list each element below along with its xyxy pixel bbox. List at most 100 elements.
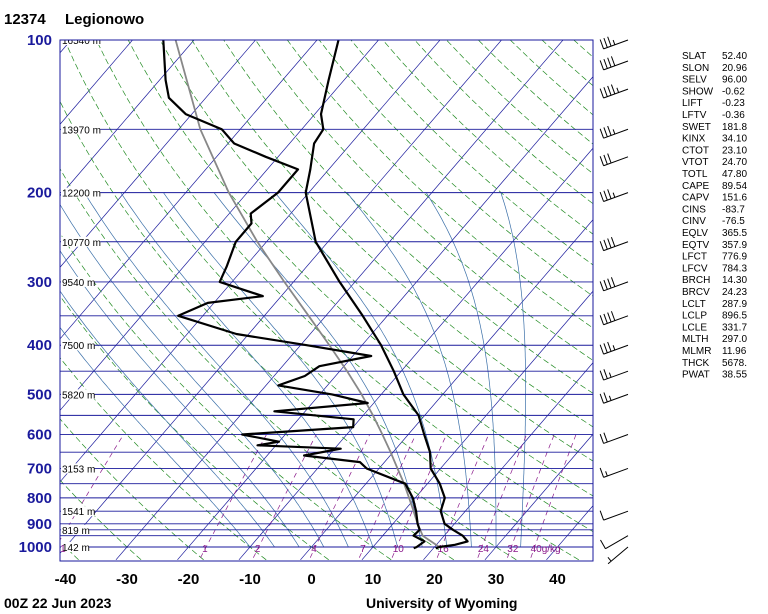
barb-flag	[599, 315, 605, 325]
index-key: BRCV	[682, 287, 710, 298]
index-key: THCK	[682, 358, 710, 369]
index-value: 34.10	[722, 134, 747, 145]
isotherm	[60, 40, 195, 197]
temperature-tick: -20	[178, 571, 200, 588]
wind-barb	[599, 125, 629, 139]
index-value: 784.3	[722, 263, 747, 274]
mixing-ratio-label: 4	[311, 544, 317, 555]
barb-flag	[607, 85, 612, 96]
barb-flag	[608, 395, 612, 401]
index-key: KINX	[682, 134, 706, 145]
barb-flag	[605, 471, 608, 477]
dry-adiabats	[60, 40, 593, 561]
height-label-bg	[61, 276, 95, 287]
dry-adiabat	[446, 40, 593, 175]
index-value: 38.55	[722, 370, 747, 381]
dry-adiabat	[255, 40, 593, 361]
index-value: 151.6	[722, 193, 747, 204]
mixing-ratio-line	[530, 434, 577, 558]
wind-barb	[599, 84, 629, 99]
barb-flag	[607, 125, 612, 136]
barb-flag	[607, 189, 612, 199]
barb-flag	[608, 372, 612, 378]
index-key: SLAT	[682, 51, 706, 62]
index-value: 96.00	[722, 75, 747, 86]
index-key: SELV	[682, 75, 707, 86]
height-label-bg	[61, 236, 101, 247]
dry-adiabat	[286, 40, 593, 329]
height-label-bg	[61, 389, 95, 400]
barb-flag	[599, 433, 605, 444]
wind-barb	[599, 392, 629, 404]
temperature-tick: 30	[488, 571, 505, 588]
mixing-ratio-line	[252, 434, 317, 558]
barb-flag	[603, 343, 608, 353]
index-value: -83.7	[722, 204, 745, 215]
index-value: 52.40	[722, 51, 747, 62]
index-value: -0.23	[722, 98, 745, 109]
pressure-label: 900	[27, 516, 52, 533]
wind-barb	[599, 189, 629, 202]
pressure-label: 100	[27, 32, 52, 49]
barb-staff	[603, 88, 629, 99]
plot-area: 16540 m 13970 m 12200 m 10770 m 9540 m 7500 m…	[60, 36, 593, 561]
index-value: 365.5	[722, 228, 747, 239]
mixing-ratio-labels: 0.1 1 2 4 7 10 16 24 32 40g/kg	[60, 544, 561, 555]
height-labels: 16540 m 13970 m 12200 m 10770 m 9540 m 7500 m…	[61, 36, 101, 554]
index-key: LFCT	[682, 252, 707, 263]
barb-staff	[603, 393, 629, 404]
height-label: 9540 m	[62, 278, 95, 289]
index-key: LCLT	[682, 299, 706, 310]
temperature-axis: -40 -30 -20 -10 0 10 20 30 40	[55, 571, 566, 588]
barb-staff	[605, 535, 629, 550]
temperature-tick: -40	[55, 571, 77, 588]
index-value: 297.0	[722, 334, 747, 345]
barb-flag	[607, 36, 612, 47]
barb-flag	[607, 556, 612, 562]
moist-adiabat	[500, 192, 527, 548]
wind-barb	[599, 36, 629, 50]
barb-flag	[599, 191, 605, 202]
index-value: 47.80	[722, 169, 747, 180]
mixing-ratio-line	[358, 434, 417, 558]
index-key: LIFT	[682, 98, 703, 109]
height-label-bg	[61, 524, 89, 535]
barb-flag	[603, 87, 608, 97]
moist-adiabat	[425, 192, 497, 547]
barb-flag	[610, 56, 616, 66]
index-key: LFCV	[682, 263, 708, 274]
wind-barb	[600, 535, 629, 550]
index-key: MLMR	[682, 346, 711, 357]
pressure-label: 200	[27, 185, 52, 202]
pressure-label: 400	[27, 337, 52, 354]
barb-flag	[599, 467, 605, 478]
index-value: 5678.	[722, 358, 747, 369]
barb-flag	[603, 58, 608, 69]
temperature-tick: 0	[307, 571, 315, 588]
barb-flag	[599, 128, 605, 139]
index-value: 11.96	[722, 346, 747, 357]
index-value: -0.36	[722, 110, 745, 121]
wind-barb	[599, 153, 629, 167]
temperature-tick: -10	[239, 571, 261, 588]
barb-flag	[607, 238, 612, 249]
index-key: SWET	[682, 122, 711, 133]
barb-flag	[610, 236, 616, 247]
barb-flag	[599, 241, 605, 251]
index-key: EQLV	[682, 228, 708, 239]
dry-adiabat	[350, 40, 593, 266]
barb-flag	[599, 370, 605, 381]
dry-adiabat	[191, 40, 593, 428]
barb-staff	[603, 510, 629, 521]
index-value: 20.96	[722, 63, 747, 74]
wind-barb	[599, 311, 629, 326]
isotherm	[238, 147, 593, 561]
index-value: 24.23	[722, 287, 747, 298]
dewpoint-profile	[162, 40, 426, 550]
barb-staff	[603, 128, 629, 139]
barb-flag	[612, 39, 616, 45]
height-label: 13970 m	[62, 125, 101, 136]
height-label: 16540 m	[62, 36, 101, 47]
dry-adiabat	[95, 40, 593, 533]
dry-adiabat	[223, 40, 593, 394]
